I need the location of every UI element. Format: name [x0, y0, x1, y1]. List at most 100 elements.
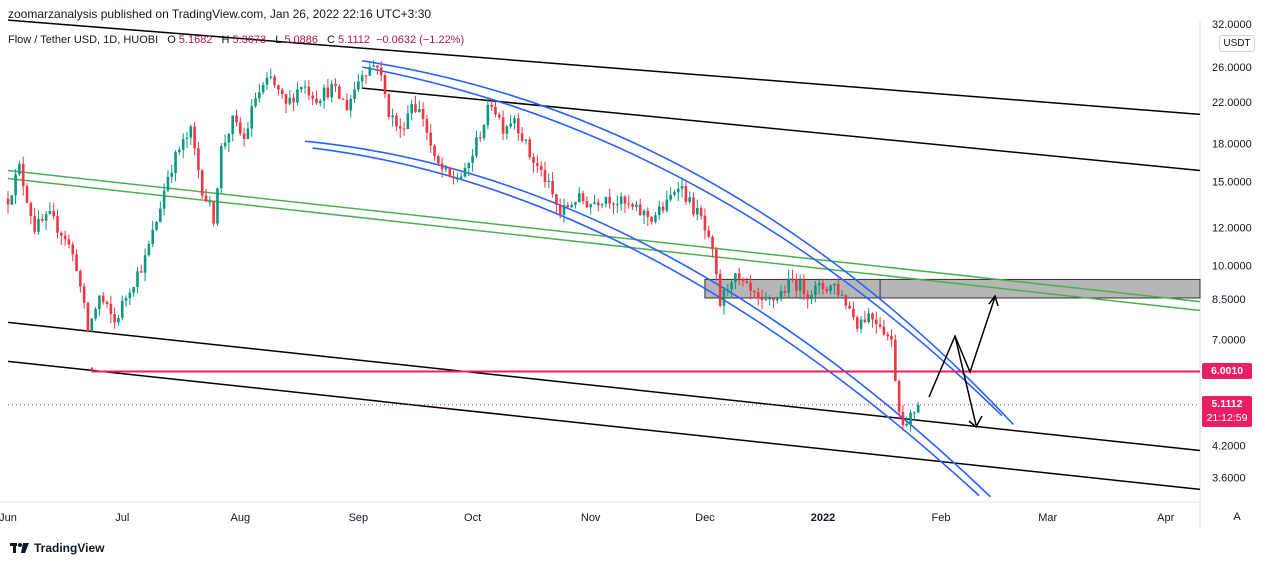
projection-arrow-down-head	[968, 415, 983, 429]
candle-body-62	[242, 133, 246, 140]
candle-body-25	[101, 295, 105, 302]
candle-body-220	[844, 294, 848, 306]
auto-scale-button[interactable]: A	[1233, 511, 1241, 523]
candle-body-12	[52, 211, 55, 217]
candle-body-152	[585, 201, 589, 208]
candlestick-series	[6, 60, 920, 432]
candle-body-77	[299, 86, 303, 90]
level-price-tag: 6.0010	[1202, 363, 1252, 380]
candle-body-222	[852, 308, 855, 318]
candle-body-209	[802, 279, 806, 295]
last-price-label: 5.1112	[1211, 397, 1243, 410]
candle-body-149	[574, 202, 577, 205]
candle-body-165	[635, 204, 638, 207]
candle-body-85	[330, 83, 334, 98]
x-tick-2: Aug	[231, 512, 251, 524]
candle-body-64	[250, 106, 254, 129]
candle-body-107	[414, 104, 417, 113]
candle-body-105	[406, 113, 410, 129]
candle-body-195	[749, 282, 752, 291]
candle-body-1	[10, 195, 14, 205]
candle-body-178	[684, 186, 688, 202]
trend-line-lower	[7, 177, 1201, 312]
candle-body-160	[616, 204, 619, 206]
candle-body-50	[197, 148, 200, 171]
candle-body-104	[402, 128, 406, 130]
candle-body-18	[75, 254, 78, 271]
candle-body-11	[48, 211, 52, 215]
candle-body-186	[715, 249, 718, 275]
candle-body-122	[471, 155, 474, 163]
candle-body-110	[425, 118, 429, 133]
candle-body-143	[551, 180, 554, 195]
candle-body-120	[463, 168, 467, 177]
candle-body-232	[890, 336, 893, 340]
candle-body-180	[692, 197, 695, 215]
candle-body-230	[882, 326, 886, 335]
candle-body-35	[139, 271, 143, 273]
candle-body-54	[212, 201, 215, 224]
candle-body-181	[696, 208, 699, 215]
candle-body-53	[208, 201, 212, 203]
candle-body-132	[509, 123, 512, 127]
candle-body-26	[105, 301, 109, 304]
y-tick-8: 7.0000	[1212, 335, 1246, 347]
candle-body-238	[913, 412, 916, 414]
candle-body-201	[772, 298, 775, 301]
candle-body-202	[775, 298, 779, 301]
candle-body-34	[136, 271, 139, 288]
x-tick-1: Jul	[115, 512, 129, 524]
footer-brand: TradingView	[34, 541, 105, 555]
candle-body-43	[170, 173, 174, 177]
candle-body-239	[916, 404, 920, 413]
candle-body-102	[395, 115, 398, 127]
candle-body-47	[185, 137, 189, 140]
candle-body-131	[505, 126, 509, 134]
candle-body-81	[315, 98, 318, 104]
candle-body-52	[204, 195, 208, 202]
candle-body-137	[528, 139, 532, 158]
candle-body-71	[277, 85, 280, 90]
candle-body-58	[227, 134, 231, 143]
candle-body-94	[364, 75, 368, 77]
candle-body-10	[44, 214, 48, 221]
candle-body-84	[326, 87, 330, 98]
candle-body-128	[494, 106, 497, 115]
candle-body-8	[37, 218, 40, 232]
candle-body-197	[756, 292, 760, 299]
candle-body-211	[810, 295, 813, 300]
candle-body-74	[288, 97, 292, 104]
candle-body-17	[71, 244, 75, 255]
candle-body-212	[814, 285, 817, 296]
level-price-label: 6.0010	[1210, 365, 1244, 378]
arc-outer-2	[362, 66, 1003, 417]
candle-body-19	[79, 270, 82, 287]
projection-arrow-up-head	[988, 294, 999, 307]
candle-body-2	[14, 174, 17, 196]
x-tick-0: Jun	[0, 512, 17, 524]
candle-body-21	[86, 302, 90, 332]
x-tick-7: 2022	[811, 512, 835, 524]
candle-body-90	[349, 98, 353, 111]
candle-body-126	[486, 104, 490, 126]
trend-line-upper	[7, 169, 1201, 303]
candle-body-32	[128, 292, 132, 299]
y-tick-9: 4.2000	[1212, 441, 1246, 453]
candle-body-111	[429, 132, 433, 146]
candle-body-188	[722, 289, 726, 306]
candle-body-175	[673, 192, 676, 195]
symbol-name: Flow / Tether USD, 1D, HUOBI	[8, 34, 159, 46]
candle-body-41	[162, 190, 166, 209]
candle-body-49	[193, 126, 196, 149]
low-label: L	[275, 34, 282, 46]
currency-button[interactable]: USDT	[1219, 35, 1255, 52]
y-tick-4: 15.0000	[1212, 176, 1252, 188]
candle-body-159	[612, 203, 615, 205]
candle-body-55	[216, 188, 219, 224]
candle-body-237	[909, 412, 912, 424]
x-tick-9: Mar	[1038, 512, 1057, 524]
candle-body-44	[174, 152, 177, 174]
candle-body-57	[223, 142, 227, 147]
y-tick-1: 26.0000	[1212, 62, 1252, 74]
